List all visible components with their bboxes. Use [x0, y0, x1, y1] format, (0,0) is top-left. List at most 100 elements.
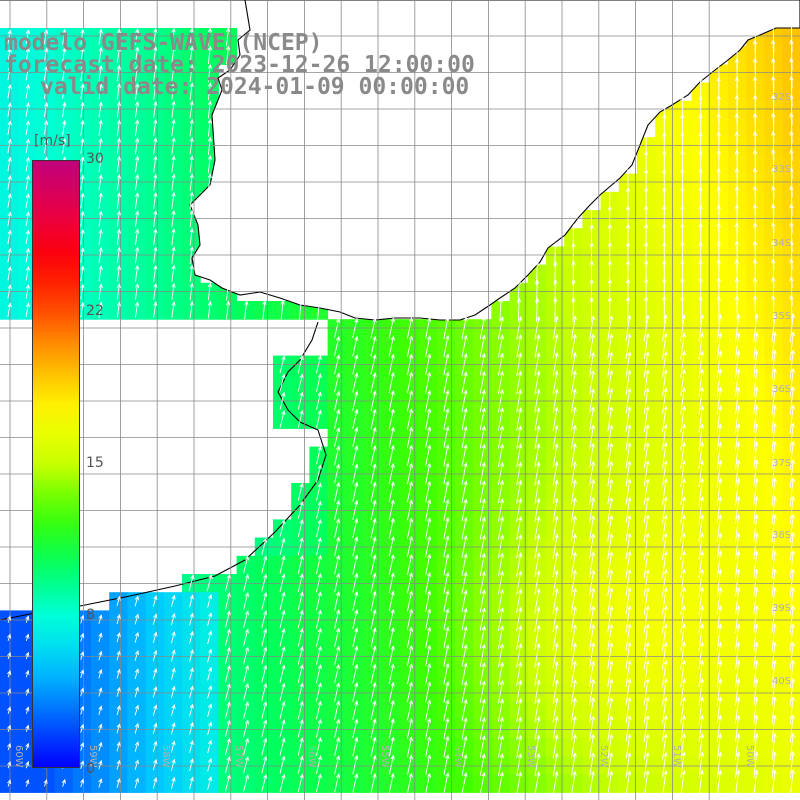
wind-arrow — [771, 240, 776, 270]
wind-arrow — [370, 317, 377, 339]
wind-arrow — [116, 82, 122, 100]
wind-arrow — [43, 138, 49, 154]
wind-arrow — [334, 317, 341, 338]
wind-arrow — [279, 682, 286, 702]
wind-arrow — [716, 423, 723, 451]
wind-arrow — [607, 496, 614, 523]
wind-arrow — [261, 664, 268, 683]
wind-arrow — [334, 591, 341, 611]
wind-arrow — [352, 463, 359, 484]
wind-arrow — [189, 776, 194, 790]
wind-arrow — [153, 137, 158, 155]
wind-arrow — [734, 350, 741, 379]
wind-arrow — [680, 332, 686, 360]
wind-arrow — [425, 389, 432, 412]
wind-arrow — [406, 535, 414, 557]
wind-arrow — [461, 352, 468, 376]
wind-arrow — [570, 351, 577, 377]
wind-arrow — [207, 721, 213, 736]
wind-arrow — [297, 627, 304, 647]
wind-arrow — [753, 368, 759, 397]
wind-arrow — [698, 368, 705, 397]
wind-arrow — [607, 478, 614, 505]
wind-arrow — [388, 426, 395, 448]
wind-arrow — [153, 228, 158, 246]
wind-arrow — [661, 586, 668, 615]
wind-arrow — [461, 571, 468, 594]
wind-arrow — [153, 64, 158, 82]
wind-arrow — [571, 296, 576, 323]
wind-arrow — [516, 624, 523, 650]
wind-arrow — [388, 681, 395, 703]
wind-arrow — [370, 554, 377, 575]
wind-arrow — [753, 696, 759, 724]
wind-arrow — [316, 537, 322, 556]
wind-arrow — [25, 633, 30, 642]
wind-arrow — [771, 386, 777, 416]
wind-arrow — [479, 389, 486, 413]
wind-arrow — [680, 368, 686, 396]
wind-arrow — [735, 404, 741, 433]
wind-arrow — [352, 481, 359, 502]
wind-arrow — [116, 777, 121, 788]
wind-arrow — [370, 353, 377, 375]
wind-arrow — [680, 405, 686, 433]
wind-arrow — [352, 536, 359, 557]
wind-arrow — [370, 754, 377, 775]
wind-arrow — [753, 514, 759, 543]
wind-arrow — [316, 409, 322, 429]
wind-arrow — [43, 47, 49, 63]
wind-arrow — [589, 424, 596, 450]
wind-arrow — [497, 570, 505, 595]
wind-arrow — [279, 664, 286, 683]
wind-arrow — [516, 570, 523, 595]
wind-arrow — [479, 480, 486, 504]
wind-arrow — [516, 771, 523, 795]
wind-arrow — [662, 441, 668, 469]
wind-arrow — [461, 534, 468, 558]
wind-arrow — [716, 495, 723, 524]
wind-arrow — [661, 659, 668, 688]
wind-arrow — [243, 646, 250, 665]
wind-arrow — [607, 369, 614, 396]
wind-arrow — [352, 445, 359, 466]
wind-arrow — [497, 625, 505, 650]
wind-arrow — [552, 624, 559, 651]
wind-arrow — [443, 644, 450, 667]
wind-arrow — [716, 696, 723, 724]
wind-arrow — [589, 460, 596, 487]
wind-arrow — [534, 697, 541, 723]
wind-arrow — [789, 422, 795, 452]
wind-arrow — [7, 65, 12, 81]
wind-arrow — [406, 317, 414, 339]
wind-arrow — [589, 696, 596, 724]
wind-arrow — [589, 296, 594, 323]
wind-arrow — [189, 227, 194, 246]
wind-arrow — [153, 210, 158, 228]
longitude-label: 60W — [13, 745, 24, 768]
wind-arrow — [25, 302, 31, 317]
wind-arrow — [698, 678, 705, 706]
wind-arrow — [406, 663, 413, 685]
wind-arrow — [662, 350, 668, 378]
wind-arrow — [552, 770, 559, 795]
wind-arrow — [698, 350, 705, 378]
wind-arrow — [80, 137, 85, 154]
wind-arrow — [625, 659, 632, 688]
wind-arrow — [352, 681, 359, 702]
wind-arrow — [80, 723, 85, 733]
wind-arrow — [680, 733, 686, 760]
wind-arrow — [789, 458, 795, 488]
wind-arrow — [552, 605, 559, 633]
wind-arrow — [334, 645, 341, 666]
wind-arrow — [134, 704, 140, 716]
wind-arrow — [479, 625, 486, 649]
wind-arrow — [789, 39, 794, 71]
wind-arrow — [98, 265, 103, 282]
wind-arrow — [770, 75, 776, 107]
wind-arrow — [315, 645, 322, 666]
wind-arrow — [406, 390, 414, 412]
wind-arrow — [80, 156, 85, 172]
wind-arrow — [388, 499, 395, 521]
wind-arrow — [607, 406, 614, 432]
